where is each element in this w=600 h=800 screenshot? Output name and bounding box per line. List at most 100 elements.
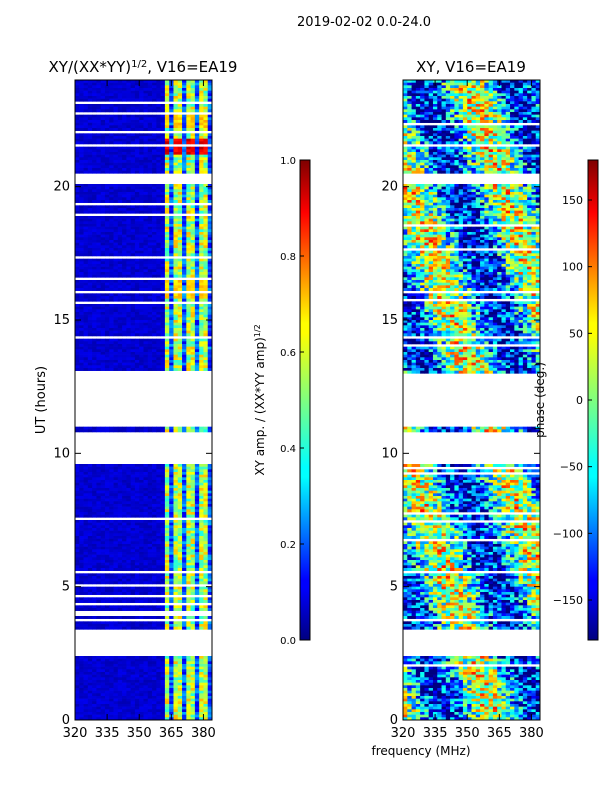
heatmap-cell	[126, 429, 132, 433]
heatmap-cell	[156, 480, 162, 483]
heatmap-cell	[164, 200, 170, 203]
heatmap-cell	[96, 560, 102, 563]
heatmap-cell	[194, 194, 200, 198]
heatmap-cell	[113, 272, 119, 275]
heatmap-cell	[126, 160, 132, 163]
heatmap-cell	[87, 562, 93, 566]
heatmap-cell	[109, 160, 114, 163]
heatmap-cell	[83, 296, 89, 299]
heatmap-cell	[169, 501, 174, 505]
heatmap-cell	[134, 152, 140, 155]
heatmap-cell	[83, 229, 89, 233]
heatmap-cell	[134, 333, 140, 337]
heatmap-cell	[173, 194, 179, 198]
heatmap-cell	[160, 248, 166, 251]
heatmap-cell	[156, 538, 162, 542]
heatmap-cell	[79, 293, 84, 297]
heatmap-cell	[164, 237, 170, 241]
heatmap-cell	[199, 352, 204, 355]
heatmap-cell	[92, 170, 97, 174]
heatmap-cell	[186, 192, 191, 195]
heatmap-cell	[96, 298, 102, 302]
heatmap-cell	[113, 365, 119, 369]
heatmap-cell	[190, 282, 196, 286]
heatmap-cell	[199, 504, 204, 507]
heatmap-cell	[203, 245, 209, 249]
heatmap-cell	[156, 96, 162, 99]
heatmap-cell	[164, 605, 170, 609]
heatmap-cell	[75, 520, 80, 523]
heatmap-cell	[207, 344, 212, 347]
heatmap-cell	[164, 346, 170, 350]
heatmap-cell	[186, 426, 191, 430]
heatmap-cell	[143, 669, 149, 673]
heatmap-cell	[160, 573, 166, 577]
heatmap-cell	[139, 109, 144, 113]
heatmap-cell	[134, 248, 140, 251]
heatmap-cell	[92, 240, 97, 243]
heatmap-cell	[199, 666, 204, 670]
heatmap-cell	[104, 546, 110, 550]
heatmap-cell	[164, 330, 170, 334]
heatmap-cell	[139, 258, 144, 262]
heatmap-cell	[177, 154, 183, 158]
heatmap-cell	[100, 509, 106, 513]
heatmap-cell	[75, 128, 80, 131]
heatmap-cell	[160, 272, 166, 275]
heatmap-cell	[143, 261, 149, 265]
heatmap-cell	[139, 544, 144, 547]
heatmap-cell	[143, 586, 149, 590]
heatmap-cell	[199, 536, 204, 539]
heatmap-cell	[79, 82, 84, 86]
heatmap-cell	[143, 88, 149, 91]
heatmap-cell	[100, 229, 106, 233]
heatmap-cell	[173, 352, 179, 355]
heatmap-cell	[152, 600, 157, 603]
heatmap-cell	[122, 304, 127, 307]
heatmap-cell	[143, 317, 149, 321]
heatmap-cell	[156, 525, 162, 529]
heatmap-cell	[117, 546, 123, 550]
heatmap-cell	[182, 549, 187, 553]
heatmap-cell	[96, 365, 102, 369]
heatmap-cell	[139, 309, 144, 313]
heatmap-cell	[156, 328, 162, 331]
heatmap-cell	[186, 186, 191, 190]
heatmap-cell	[126, 552, 132, 555]
heatmap-cell	[109, 88, 114, 91]
heatmap-cell	[139, 592, 144, 595]
heatmap-cell	[199, 560, 204, 563]
heatmap-cell	[117, 157, 123, 161]
heatmap-cell	[79, 490, 84, 494]
heatmap-cell	[156, 362, 162, 366]
heatmap-cell	[164, 474, 170, 478]
heatmap-cell	[113, 360, 119, 363]
heatmap-cell	[75, 344, 80, 347]
heatmap-cell	[139, 506, 144, 510]
heatmap-cell	[177, 552, 183, 555]
heatmap-cell	[152, 616, 157, 619]
heatmap-cell	[177, 149, 183, 153]
heatmap-cell	[122, 538, 127, 542]
heatmap-cell	[194, 226, 200, 230]
heatmap-cell	[152, 288, 157, 291]
heatmap-cell	[143, 266, 149, 270]
heatmap-cell	[130, 333, 136, 337]
heatmap-cell	[100, 168, 106, 171]
heatmap-cell	[182, 482, 187, 486]
heatmap-cell	[207, 117, 212, 121]
heatmap-cell	[126, 226, 132, 230]
heatmap-cell	[169, 221, 174, 225]
heatmap-cell	[75, 152, 80, 155]
heatmap-cell	[182, 530, 187, 534]
heatmap-cell	[164, 205, 170, 209]
heatmap-cell	[100, 194, 106, 198]
heatmap-cell	[203, 576, 209, 579]
heatmap-cell	[207, 194, 212, 198]
heatmap-cell	[109, 200, 114, 203]
heatmap-cell	[207, 138, 212, 142]
heatmap-cell	[147, 120, 153, 123]
heatmap-cell	[164, 90, 170, 94]
heatmap-cell	[173, 224, 179, 227]
heatmap-cell	[177, 80, 183, 83]
